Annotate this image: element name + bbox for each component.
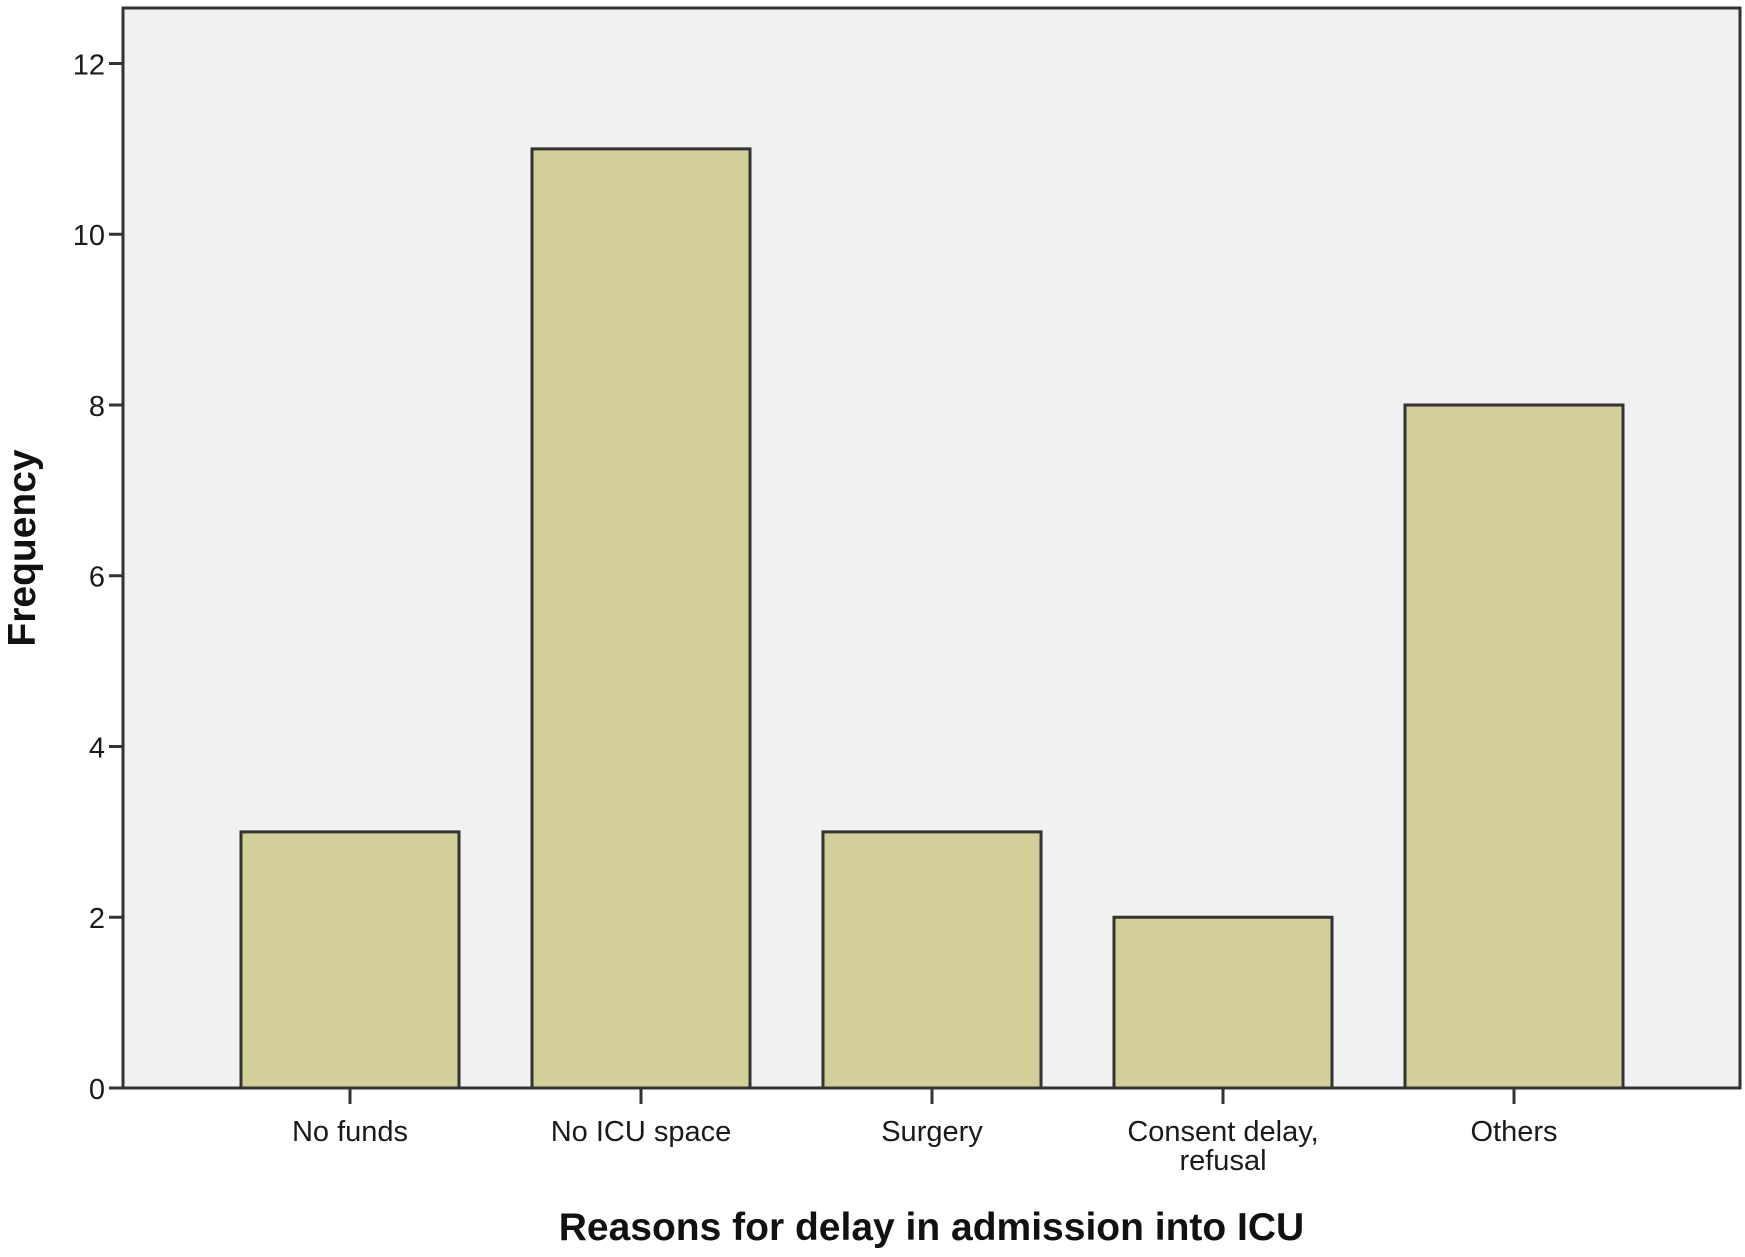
x-tick-label: Others: [1470, 1116, 1557, 1148]
bar-3: [1112, 915, 1334, 1090]
x-axis-title: Reasons for delay in admission into ICU: [559, 1206, 1304, 1249]
x-tick-label: Consent delay, refusal: [1127, 1116, 1318, 1177]
y-tick-label: 12: [73, 49, 105, 81]
bar-2: [821, 830, 1043, 1090]
y-tick-label: 4: [89, 732, 105, 764]
y-tick-label: 10: [73, 220, 105, 252]
bar-1: [530, 147, 752, 1090]
y-tick-label: 0: [89, 1074, 105, 1106]
bars-group: [239, 147, 1625, 1090]
y-tick-label: 6: [89, 562, 105, 594]
x-tick-label: Surgery: [881, 1116, 983, 1148]
x-tick-label: No ICU space: [551, 1116, 732, 1148]
y-axis: 0 2 4 6 8 10 12: [73, 8, 125, 1106]
y-tick-label: 8: [89, 391, 105, 423]
x-axis: No funds No ICU space Surgery Consent delay…: [292, 1088, 1558, 1177]
x-tick-label: No funds: [292, 1116, 408, 1148]
y-tick-label: 2: [89, 903, 105, 935]
y-axis-title: Frequency: [1, 449, 44, 647]
bar-4: [1403, 403, 1625, 1090]
bar-0: [239, 830, 461, 1090]
